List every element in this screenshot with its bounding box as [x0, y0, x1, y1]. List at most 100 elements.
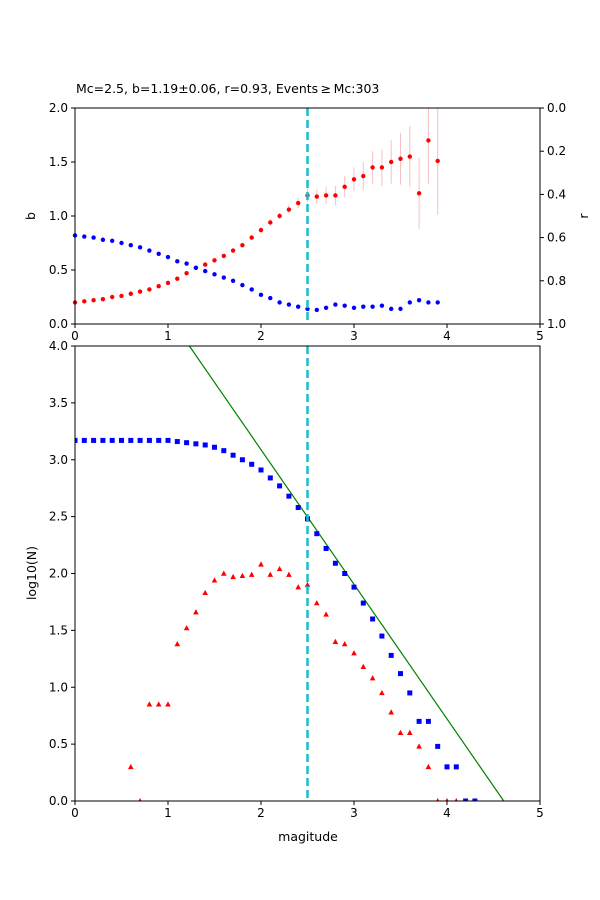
top-r-point [249, 287, 254, 292]
top-r-point [277, 300, 282, 305]
top-r-point [258, 292, 264, 298]
bottom-noncumulative-point [239, 572, 246, 578]
bottom-cumulative-point [239, 457, 245, 463]
bottom-x-tick-label: 0 [71, 806, 79, 820]
top-x-tick-label: 3 [350, 329, 358, 343]
top-b-point [175, 276, 180, 281]
top-b-point [398, 156, 403, 161]
bottom-x-tick-label: 1 [164, 806, 172, 820]
top-r-point [184, 261, 189, 266]
bottom-cumulative-point [109, 437, 115, 443]
top-r-point [379, 303, 385, 308]
top-r-point [268, 295, 273, 301]
bottom-cumulative-point [332, 560, 338, 566]
bottom-cumulative-point [128, 437, 134, 443]
bottom-y-tick-label: 3.5 [49, 396, 68, 410]
top-b-point [156, 284, 161, 289]
top-chart-title: Mc=2.5, b=1.19±0.06, r=0.93, Events ≥ Mc… [76, 81, 379, 96]
top-b-point [389, 159, 394, 165]
top-r-point [128, 242, 133, 248]
bottom-cumulative-point [249, 461, 255, 467]
top-r-point [91, 235, 96, 240]
top-b-point [82, 299, 87, 304]
bottom-cumulative-point [137, 437, 143, 443]
bottom-cumulative-point [351, 584, 357, 590]
top-r-point [286, 302, 292, 307]
top-y-left-tick-label: 1.0 [49, 209, 68, 223]
top-r-point [323, 305, 329, 310]
top-y-right-tick-label: 0.2 [547, 144, 566, 158]
bottom-cumulative-point [100, 437, 106, 443]
top-y-left-tick-label: 0.0 [49, 317, 68, 331]
bottom-noncumulative-point [341, 641, 348, 647]
top-r-point [221, 275, 226, 280]
top-b-point [110, 294, 115, 300]
bottom-noncumulative-point [155, 701, 162, 707]
bottom-noncumulative-point [276, 565, 283, 572]
bottom-cumulative-point [360, 600, 366, 606]
top-r-point [351, 305, 357, 310]
bottom-cumulative-point [425, 718, 431, 724]
top-r-point [193, 265, 199, 271]
bottom-noncumulative-point [146, 701, 153, 707]
top-y-left-tick-label: 2.0 [49, 101, 68, 115]
top-r-point [361, 304, 366, 309]
top-r-point [165, 254, 171, 260]
bottom-cumulative-point [267, 475, 273, 481]
bottom-cumulative-point [258, 467, 264, 473]
top-r-point [342, 303, 347, 308]
top-r-point [416, 298, 422, 303]
bottom-chart: 0 1 2 3 4 5 0.0 0.5 1.0 1.5 2.0 2.5 3.0 3.5 4.0 [49, 339, 544, 820]
top-y-right-tick-label: 0.6 [547, 231, 566, 245]
top-b-point [221, 253, 226, 259]
bottom-x-tick-label: 5 [536, 806, 544, 820]
bottom-cumulative-point [156, 437, 162, 443]
bottom-cumulative-point [472, 798, 478, 801]
bottom-cumulative-point [407, 690, 413, 696]
bottom-cumulative-point [230, 452, 236, 458]
bottom-cumulative-point [212, 444, 217, 450]
top-b-point [212, 258, 217, 263]
top-b-point [286, 207, 292, 212]
top-r-point [240, 282, 245, 288]
top-r-point [314, 307, 319, 313]
bottom-cumulative-point [184, 440, 190, 446]
bottom-noncumulative-point [454, 798, 458, 801]
top-b-point [165, 280, 171, 286]
top-r-point [212, 272, 217, 277]
bottom-cumulative-point [379, 633, 385, 639]
bottom-noncumulative-point [286, 571, 292, 577]
bottom-noncumulative-point [397, 729, 404, 735]
bottom-cumulative-point [202, 442, 208, 448]
top-b-point [128, 291, 133, 296]
top-y-right-tick-label: 0.8 [547, 274, 566, 288]
bottom-cumulative-point [165, 437, 171, 443]
bottom-noncumulative-point [360, 663, 367, 669]
top-b-point [100, 296, 106, 302]
top-r-point [407, 300, 412, 305]
top-r-point [147, 248, 152, 253]
bottom-noncumulative-point [211, 577, 218, 583]
top-r-point [370, 304, 375, 309]
bottom-cumulative-point [221, 448, 227, 454]
bottom-noncumulative-point [174, 641, 181, 647]
top-r-point [110, 238, 115, 244]
bottom-y-tick-label: 4.0 [49, 339, 68, 353]
top-b-point [361, 173, 366, 179]
top-chart: 0 1 2 3 4 5 0.0 0.5 1.0 1.5 2.0 0.0 0.2 0.4 0.6 0.8 1.0 [49, 101, 566, 343]
top-y-left-tick-label: 0.5 [49, 263, 68, 277]
top-b-point [416, 191, 422, 196]
top-r-point [333, 302, 338, 307]
bottom-cumulative-point [435, 743, 441, 749]
top-chart-ylabel-left: b [23, 212, 38, 220]
bottom-cumulative-point [416, 718, 422, 724]
bottom-noncumulative-point [436, 798, 440, 801]
bottom-noncumulative-point [258, 561, 264, 567]
top-r-point [100, 237, 106, 242]
top-b-point [323, 193, 329, 198]
bottom-noncumulative-point [202, 589, 208, 596]
top-b-point [407, 154, 412, 159]
bottom-y-tick-label: 0.5 [49, 737, 68, 751]
top-b-point [203, 262, 208, 267]
